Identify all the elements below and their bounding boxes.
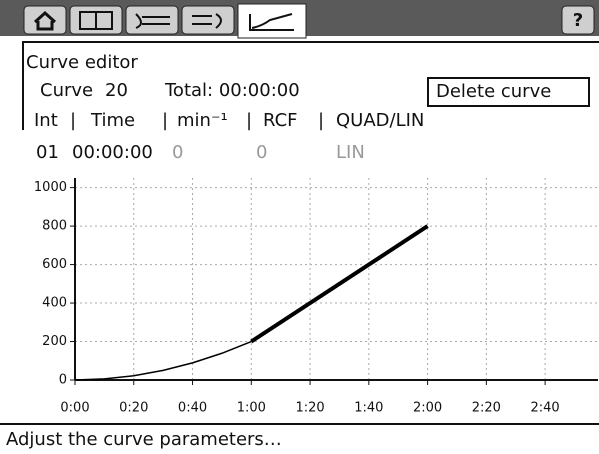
- delete-curve-button[interactable]: Delete curve: [427, 77, 590, 107]
- curve-line: [250, 224, 429, 344]
- header-cell: Int: [34, 110, 58, 131]
- cell: 0: [172, 142, 183, 163]
- x-tick-label: 1:20: [295, 401, 324, 416]
- tab-curves[interactable]: [237, 3, 307, 39]
- cell: LIN: [336, 142, 365, 163]
- tab-home[interactable]: [23, 5, 67, 35]
- tab-program[interactable]: [69, 5, 123, 35]
- help-button[interactable]: ?: [561, 5, 595, 35]
- x-tick-label: 0:20: [119, 401, 148, 416]
- chart: 0 200 400 600 800 1000 0:00 0:20 0:40 1:00 1:20 1:4…: [34, 178, 598, 416]
- header-cell: RCF: [263, 110, 298, 131]
- cell: 01: [36, 142, 59, 163]
- total-time: Total: 00:00:00: [164, 80, 300, 101]
- delete-curve-label: Delete curve: [436, 81, 551, 102]
- x-tick-label: 1:40: [354, 401, 383, 416]
- separator: |: [70, 110, 76, 131]
- x-tick-label: 0:00: [60, 401, 89, 416]
- y-tick-label: 600: [42, 257, 67, 272]
- cell: 0: [256, 142, 267, 163]
- cell: 00:00:00: [72, 142, 153, 163]
- tab-settings[interactable]: [181, 5, 235, 35]
- separator: |: [318, 110, 324, 131]
- editor-title: Curve editor: [26, 52, 138, 73]
- help-label: ?: [573, 10, 583, 31]
- status-text: Adjust the curve parameters…: [6, 429, 282, 450]
- y-tick-label: 400: [42, 296, 67, 311]
- x-tick-label: 0:40: [178, 401, 207, 416]
- table-row[interactable]: 01 00:00:00 0 0 LIN: [36, 142, 365, 163]
- x-tick-label: 1:00: [237, 401, 266, 416]
- y-tick-label: 800: [42, 219, 67, 234]
- tab-rotor[interactable]: [125, 5, 179, 35]
- header-cell: min⁻¹: [177, 110, 228, 131]
- separator: |: [162, 110, 168, 131]
- x-tick-label: 2:20: [472, 401, 501, 416]
- y-tick-label: 200: [42, 334, 67, 349]
- curve-line: [74, 340, 252, 381]
- header-cell: Time: [90, 110, 135, 131]
- curve-number: 20: [105, 80, 128, 101]
- header-cell: QUAD/LIN: [336, 110, 424, 131]
- table-header: Int | Time | min⁻¹ | RCF | QUAD/LIN: [34, 110, 424, 131]
- y-tick-label: 1000: [34, 180, 67, 195]
- x-tick-label: 2:00: [413, 401, 442, 416]
- x-tick-label: 2:40: [531, 401, 560, 416]
- separator: |: [246, 110, 252, 131]
- curve-label: Curve: [40, 80, 93, 101]
- y-tick-label: 0: [59, 373, 67, 388]
